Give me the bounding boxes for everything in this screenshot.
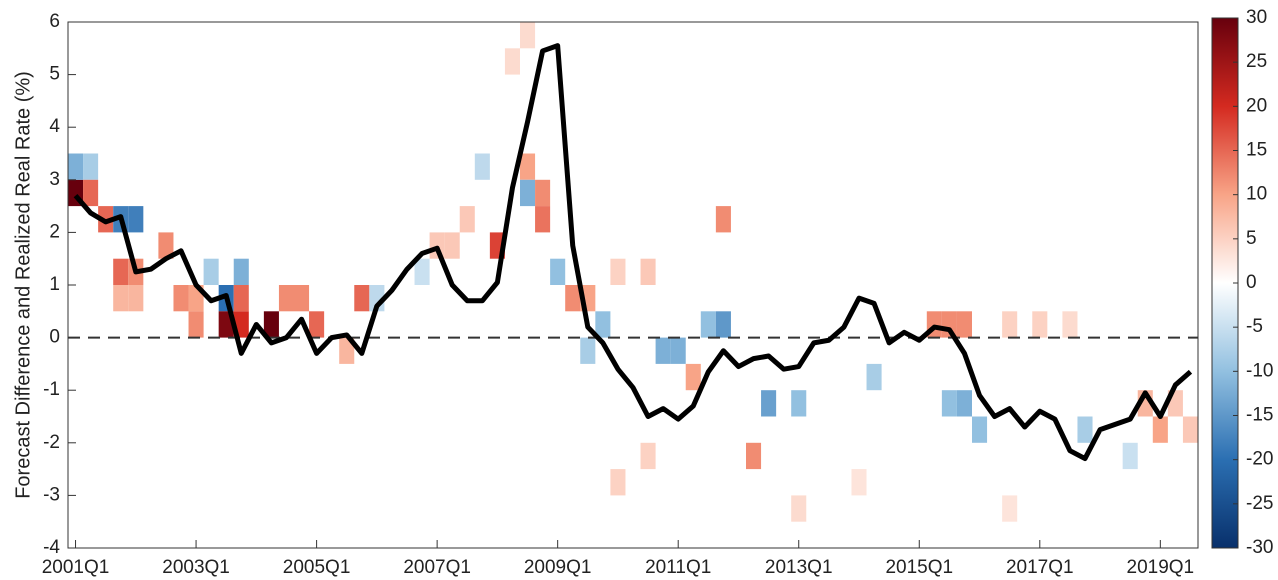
heat-cell (685, 363, 701, 391)
heat-cell (278, 285, 294, 312)
colorbar-tick-label: -20 (1246, 449, 1273, 470)
heat-cell (1152, 416, 1168, 443)
heat-cell (68, 153, 84, 180)
x-tick-label: 2009Q1 (524, 557, 592, 578)
heat-cell (1002, 311, 1018, 338)
heat-cell (956, 390, 972, 417)
heat-cell (113, 258, 129, 285)
heat-cell (791, 390, 807, 417)
heat-cell (520, 153, 536, 180)
heat-cell (535, 206, 551, 233)
heat-cell (535, 179, 551, 207)
heat-cell (173, 285, 189, 312)
x-tick-label: 2003Q1 (162, 557, 230, 578)
heat-cell (700, 311, 716, 338)
y-tick-label: 4 (49, 116, 60, 137)
heat-cell (203, 258, 219, 285)
colorbar-tick-label: 5 (1246, 228, 1257, 249)
heat-cell (550, 258, 566, 285)
x-tick-label: 2007Q1 (403, 557, 471, 578)
heat-cell (655, 337, 671, 364)
heat-cell (1122, 442, 1138, 470)
y-tick-label: 5 (49, 64, 60, 85)
heat-cell (83, 179, 99, 207)
heat-cell (941, 390, 957, 417)
y-tick-label: 0 (49, 327, 60, 348)
line-series (73, 43, 1193, 462)
heat-cell (1077, 416, 1093, 443)
colorbar-tick-label: -10 (1246, 360, 1273, 381)
heat-cell (128, 285, 144, 312)
x-tick-label: 2011Q1 (645, 557, 711, 578)
x-tick-label: 2015Q1 (885, 557, 953, 578)
colorbar-tick-label: 15 (1246, 140, 1267, 161)
colorbar-tick-label: 25 (1246, 51, 1267, 72)
heat-cell (520, 179, 536, 207)
heat-cell (610, 469, 626, 496)
heat-cell (715, 206, 731, 233)
heat-cell (309, 311, 325, 338)
heat-cell (158, 232, 174, 259)
heat-cell (444, 232, 460, 259)
heat-cell (474, 153, 490, 180)
heat-cell (128, 206, 144, 233)
heat-cell (791, 495, 807, 522)
y-axis-label: Forecast Difference and Realized Real Ra… (12, 71, 34, 499)
heat-cell (263, 311, 279, 338)
y-tick-label: 3 (49, 169, 60, 190)
y-tick-label: -1 (43, 379, 60, 400)
x-tick-label: 2017Q1 (1006, 557, 1074, 578)
heat-cell (354, 285, 370, 312)
colorbar-tick-label: 0 (1246, 272, 1257, 293)
heat-cell (565, 285, 581, 312)
heat-cell (339, 337, 355, 364)
heat-cell (83, 153, 99, 180)
heat-cell (851, 469, 867, 496)
heat-cell (595, 311, 611, 338)
heat-cell (670, 337, 686, 364)
heat-cell (610, 258, 626, 285)
heat-cell (1182, 416, 1198, 443)
x-tick-label: 2013Q1 (765, 557, 833, 578)
heat-cell (1032, 311, 1048, 338)
x-tick-label: 2019Q1 (1127, 557, 1195, 578)
heat-cell (580, 337, 596, 364)
heat-cell (113, 285, 129, 312)
colorbar-tick-label: -15 (1246, 405, 1273, 426)
heat-cell (1002, 495, 1018, 522)
y-tick-label: 2 (49, 221, 60, 242)
heat-cell (746, 442, 762, 470)
heat-cell (761, 390, 777, 417)
heat-cell (188, 311, 204, 338)
colorbar-tick-label: -30 (1246, 537, 1273, 558)
heat-cell (504, 48, 520, 75)
y-tick-label: -2 (43, 432, 60, 453)
heat-cell (294, 285, 310, 312)
colorbar-tick-label: 20 (1246, 95, 1267, 116)
colorbar-tick-label: 30 (1246, 7, 1267, 28)
heat-cell (972, 416, 988, 443)
heat-cell (715, 311, 731, 338)
colorbar-tick-label: -5 (1246, 316, 1263, 337)
heat-cell (233, 285, 249, 312)
heat-cell (1062, 311, 1078, 338)
colorbar-tick-label: -25 (1246, 493, 1273, 514)
heat-cell (640, 258, 656, 285)
x-tick-label: 2001Q1 (42, 557, 110, 578)
heat-cell (640, 442, 656, 470)
heat-cell (956, 311, 972, 338)
y-tick-label: 1 (49, 274, 60, 295)
colorbar-tick-label: 10 (1246, 184, 1267, 205)
heat-cell (233, 258, 249, 285)
heat-cell (459, 206, 475, 233)
y-tick-label: 6 (49, 11, 60, 32)
heat-cell (866, 363, 882, 391)
x-tick-label: 2005Q1 (283, 557, 351, 578)
heat-cell (520, 22, 536, 49)
y-tick-label: -3 (43, 484, 60, 505)
heat-cell (414, 258, 430, 285)
y-tick-label: -4 (43, 537, 60, 558)
